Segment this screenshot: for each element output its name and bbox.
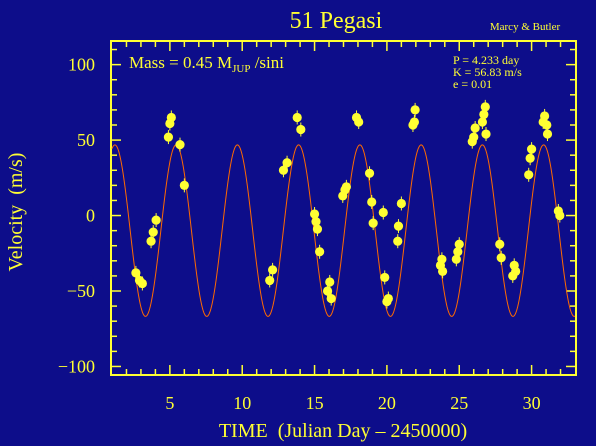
velocity-point — [364, 168, 375, 178]
y-axis-label: Velocity (m/s) — [5, 153, 27, 272]
velocity-point — [146, 236, 156, 246]
velocity-point — [309, 209, 320, 219]
velocity-point — [477, 117, 487, 127]
x-tick-label: 20 — [378, 393, 396, 413]
x-axis-label: TIME (Julian Day – 2450000) — [219, 420, 467, 442]
velocity-point — [451, 254, 461, 264]
velocity-point — [453, 247, 463, 257]
x-tick-label: 5 — [165, 393, 174, 413]
velocity-point — [282, 158, 292, 168]
velocity-point — [163, 132, 174, 142]
velocity-point — [481, 129, 491, 139]
velocity-point — [278, 165, 289, 175]
y-tick-label: −50 — [67, 281, 95, 301]
velocity-point — [265, 275, 275, 286]
plot-frame — [110, 40, 577, 376]
orbit-fit-curve — [111, 144, 576, 317]
mass-annotation-subscript: JUP — [232, 63, 250, 75]
mass-annotation-suffix: /sini — [250, 53, 284, 72]
velocity-point — [354, 117, 364, 127]
velocity-point — [311, 216, 321, 227]
velocity-point — [542, 129, 553, 139]
velocity-point — [292, 112, 302, 123]
velocity-point — [326, 293, 336, 304]
velocity-point — [179, 180, 189, 190]
velocity-point — [438, 266, 448, 276]
velocity-point — [315, 247, 325, 257]
eccentricity-param: e = 0.01 — [453, 77, 492, 91]
velocity-point — [525, 153, 535, 163]
velocity-point — [378, 207, 388, 218]
velocity-point — [526, 144, 537, 154]
mass-annotation-prefix: Mass = 0.45 M — [129, 53, 232, 72]
x-tick-label: 10 — [233, 393, 251, 413]
velocity-point — [393, 236, 403, 246]
x-tick-label: 15 — [306, 393, 324, 413]
chart-title: 51 Pegasi — [290, 8, 383, 34]
velocity-point — [495, 239, 505, 249]
velocity-point — [137, 278, 147, 289]
velocity-point — [312, 224, 323, 234]
velocity-point — [175, 140, 185, 150]
velocity-point — [367, 197, 377, 207]
velocity-point — [479, 109, 489, 120]
velocity-point — [469, 132, 479, 142]
velocity-point — [393, 221, 404, 231]
velocity-point — [410, 105, 420, 115]
velocity-point — [555, 210, 565, 221]
y-tick-label: 100 — [68, 55, 95, 75]
amplitude-param: K = 56.83 m/s — [453, 65, 522, 79]
velocity-point — [496, 253, 506, 263]
velocity-point — [437, 254, 447, 264]
velocity-point — [151, 215, 161, 225]
period-param: P = 4.233 day — [453, 53, 519, 67]
velocity-point — [148, 227, 158, 237]
velocity-point — [380, 272, 390, 283]
velocity-point — [166, 112, 176, 123]
y-axis-ticks: 100 50 0 −50 −100 — [58, 48, 575, 376]
y-tick-label: 0 — [86, 206, 95, 226]
velocity-point — [268, 265, 278, 275]
velocity-point — [341, 182, 351, 192]
velocity-point — [540, 111, 550, 121]
x-axis-ticks: 5 10 15 20 25 30 — [125, 42, 562, 413]
velocity-point — [470, 123, 480, 133]
velocity-data-points — [131, 99, 565, 309]
velocity-point — [409, 117, 419, 127]
velocity-point — [383, 293, 393, 304]
x-tick-label: 25 — [450, 393, 468, 413]
velocity-point — [454, 239, 464, 249]
velocity-point — [511, 266, 521, 276]
velocity-point — [296, 124, 306, 135]
velocity-point — [368, 218, 378, 228]
velocity-point — [131, 268, 141, 278]
velocity-point — [325, 277, 335, 287]
velocity-point — [524, 170, 534, 180]
mass-annotation: Mass = 0.45 MJUP /sini — [129, 53, 284, 75]
velocity-point — [396, 198, 406, 209]
y-tick-label: −100 — [58, 356, 95, 376]
velocity-point — [542, 120, 552, 130]
y-tick-label: 50 — [77, 130, 95, 150]
credit-label: Marcy & Butler — [490, 21, 561, 33]
velocity-point — [480, 102, 490, 112]
x-tick-label: 30 — [523, 393, 541, 413]
